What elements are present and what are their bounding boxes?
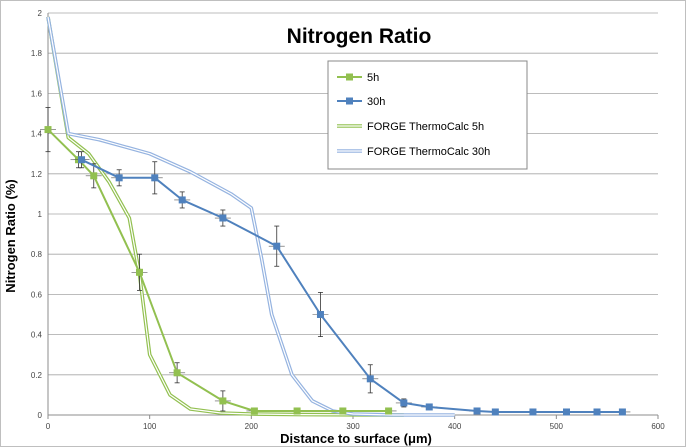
data-point-5h	[44, 126, 52, 134]
y-tick-label: 0.6	[31, 290, 43, 299]
data-point-30h	[618, 408, 626, 416]
data-point-30h	[491, 408, 499, 416]
data-point-30h	[219, 214, 227, 222]
x-tick-label: 600	[651, 422, 665, 431]
series-line-30h	[81, 158, 623, 413]
chart-title: Nitrogen Ratio	[287, 25, 432, 48]
data-point-30h	[473, 407, 481, 415]
legend-label-5h: 5h	[367, 72, 379, 84]
data-point-5h	[173, 369, 181, 377]
data-point-5h	[293, 407, 301, 415]
data-point-30h	[316, 311, 324, 318]
data-point-30h	[529, 408, 537, 416]
data-point-30h	[178, 196, 186, 204]
legend-label-30h: 30h	[367, 96, 385, 108]
axes: 0 0.2 0.4 0.6 0.8 1 1.2 1.4 1.6 1.8 2 0 100 200 300 400…	[31, 9, 665, 431]
y-tick-label: 0	[38, 411, 43, 420]
y-tick-label: 0.2	[31, 371, 43, 380]
legend-swatch-marker	[346, 97, 353, 105]
data-point-5h	[385, 407, 393, 415]
data-point-30h	[593, 408, 601, 416]
y-tick-label: 1.4	[31, 130, 43, 139]
data-point-30h	[273, 242, 281, 250]
y-axis-label: Nitrogen Ratio (%)	[3, 179, 18, 292]
data-point-5h	[136, 268, 143, 276]
y-tick-label: 1	[38, 210, 43, 219]
y-tick-label: 0.8	[31, 250, 43, 259]
data-point-5h	[339, 407, 347, 415]
x-tick-label: 500	[550, 422, 564, 431]
x-tick-label: 0	[46, 422, 51, 431]
y-tick-label: 1.2	[31, 170, 43, 179]
legend: 5h 30h FORGE ThermoCalc 5h FORGE ThermoC…	[327, 60, 528, 170]
data-point-5h	[219, 397, 227, 405]
y-tick-label: 0.4	[31, 331, 43, 340]
x-tick-label: 200	[245, 422, 259, 431]
simulation-line-inner-0	[47, 16, 404, 416]
data-point-5h	[250, 407, 258, 415]
data-point-30h	[115, 174, 123, 182]
data-point-30h	[425, 403, 433, 411]
data-point-30h	[400, 399, 408, 407]
x-tick-label: 400	[448, 422, 462, 431]
y-tick-label: 1.6	[31, 89, 43, 98]
data-point-30h	[366, 375, 374, 383]
y-tick-label: 2	[38, 9, 43, 18]
y-tick-label: 1.8	[31, 49, 43, 58]
legend-swatch-marker	[346, 73, 353, 81]
grid-lines	[48, 12, 658, 376]
legend-label-forge-30h: FORGE ThermoCalc 30h	[367, 146, 490, 158]
data-point-30h	[151, 174, 159, 182]
data-point-30h	[563, 408, 570, 416]
x-tick-label: 300	[346, 422, 360, 431]
data-point-5h	[90, 172, 98, 180]
series-line-5h	[47, 128, 389, 412]
x-tick-label: 100	[143, 422, 157, 431]
x-axis-label: Distance to surface (μm)	[280, 431, 432, 446]
data-series	[40, 16, 631, 417]
legend-label-forge-5h: FORGE ThermoCalc 5h	[367, 121, 484, 133]
data-point-30h	[78, 156, 86, 164]
